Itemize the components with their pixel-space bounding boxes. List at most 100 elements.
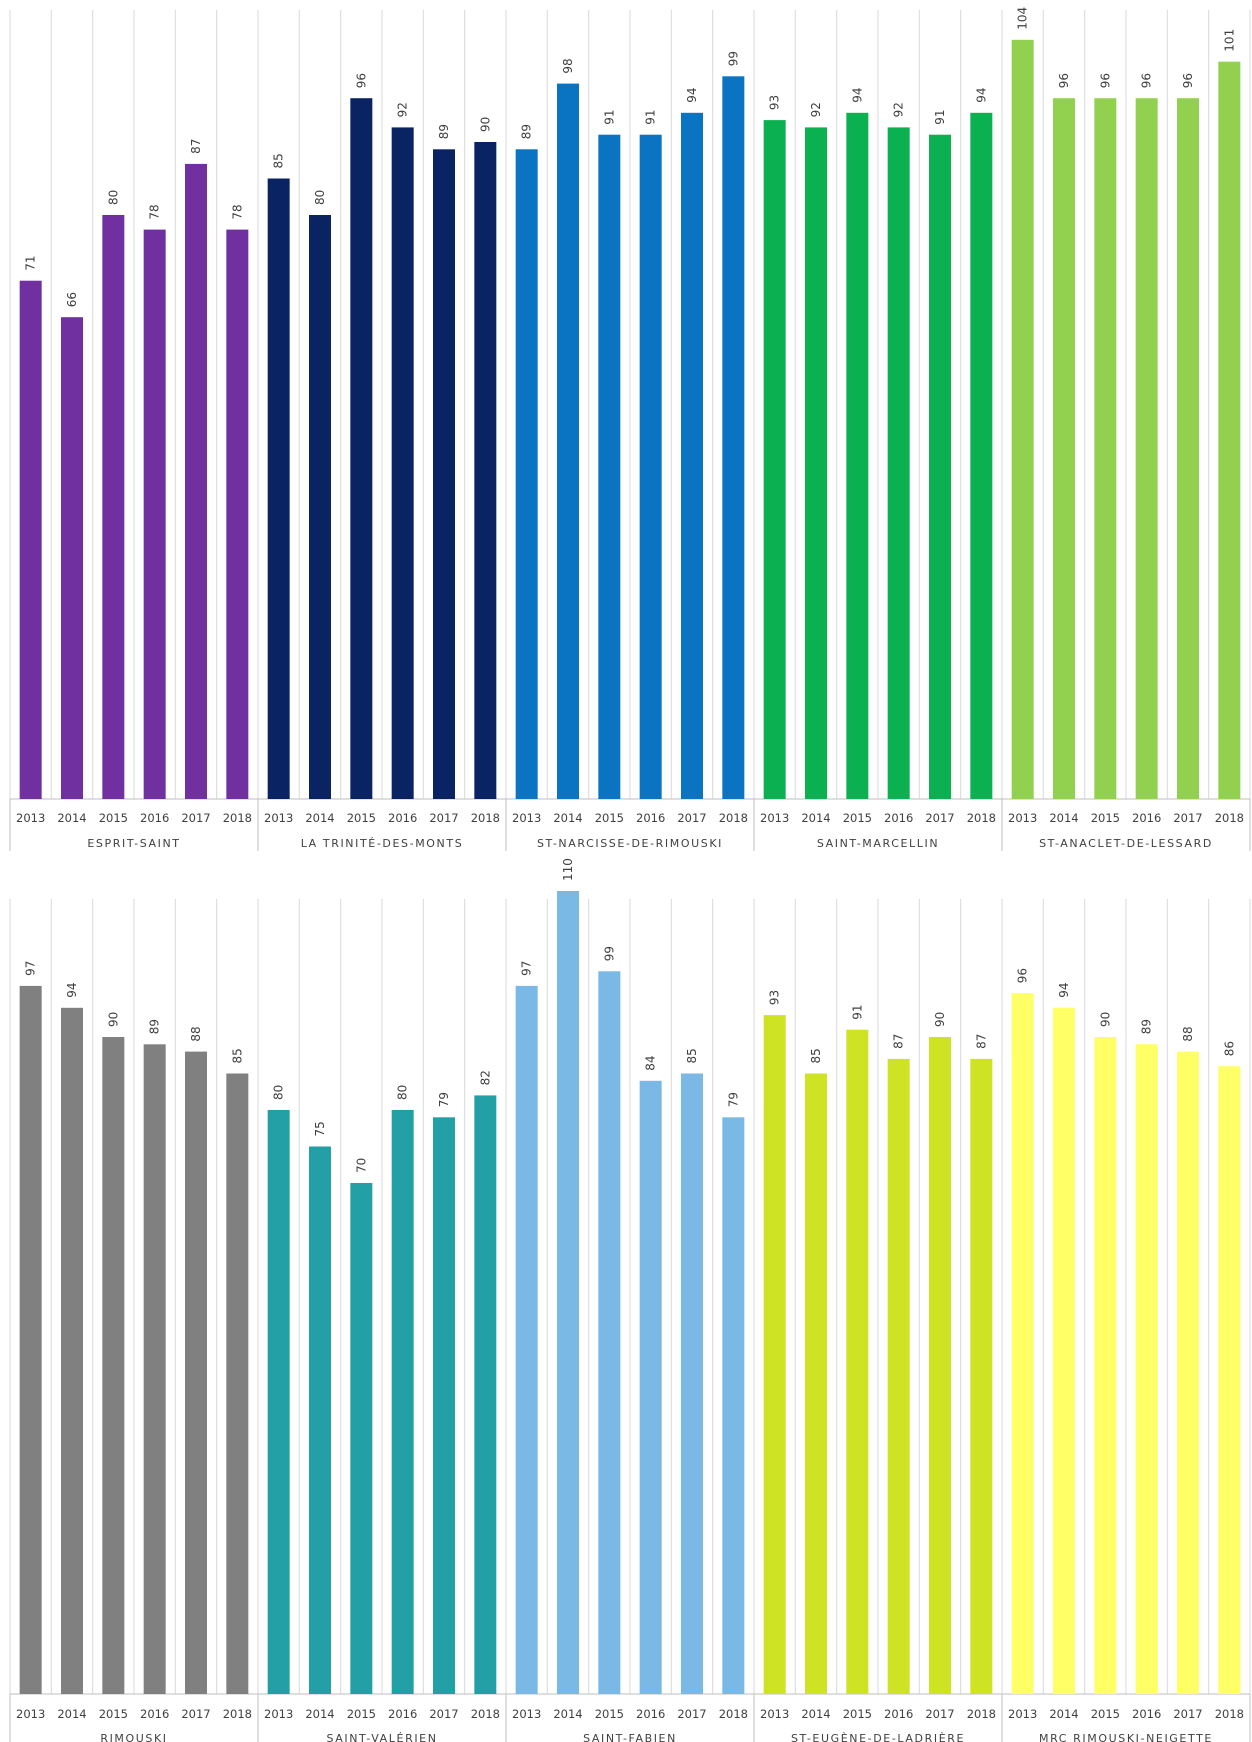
bar [185, 1052, 207, 1694]
x-tick-label: 2018 [1215, 811, 1244, 825]
bar [1053, 1008, 1075, 1694]
bar [20, 986, 42, 1694]
bar [722, 76, 744, 799]
x-tick-label: 2014 [801, 1707, 830, 1721]
bar [144, 1044, 166, 1694]
bar [764, 120, 786, 799]
bar [1136, 1044, 1158, 1694]
data-label: 89 [148, 1019, 162, 1034]
data-label: 79 [726, 1092, 740, 1107]
x-tick-label: 2014 [305, 1707, 334, 1721]
x-tick-label: 2014 [1049, 1707, 1078, 1721]
bar [350, 98, 372, 799]
data-label: 96 [1140, 73, 1154, 88]
bar [61, 317, 83, 799]
bar [1012, 993, 1034, 1694]
x-tick-label: 2016 [884, 811, 913, 825]
bar [392, 127, 414, 799]
data-label: 90 [933, 1012, 947, 1027]
x-tick-label: 2018 [471, 1707, 500, 1721]
data-label: 85 [230, 1048, 244, 1063]
x-tick-label: 2015 [1091, 1707, 1120, 1721]
data-label: 66 [65, 292, 79, 307]
x-tick-label: 2015 [595, 1707, 624, 1721]
x-tick-label: 2017 [429, 811, 458, 825]
x-tick-label: 2017 [1173, 1707, 1202, 1721]
bar [433, 149, 455, 799]
x-tick-label: 2015 [347, 811, 376, 825]
group-label: ST-ANACLET-DE-LESSARD [1039, 837, 1213, 850]
group-label: RIMOUSKI [100, 1732, 167, 1742]
x-tick-label: 2016 [140, 811, 169, 825]
group-label: SAINT-VALÉRIEN [326, 1732, 437, 1742]
group-label: ST-EUGÈNE-DE-LADRIÈRE [791, 1732, 965, 1742]
bar [1177, 1052, 1199, 1694]
bar [1136, 98, 1158, 799]
x-tick-label: 2017 [429, 1707, 458, 1721]
bar [681, 1074, 703, 1695]
data-label: 87 [189, 139, 203, 154]
x-tick-label: 2016 [1132, 1707, 1161, 1721]
x-tick-label: 2013 [512, 811, 541, 825]
group-label: MRC RIMOUSKI-NEIGETTE [1039, 1732, 1213, 1742]
x-tick-label: 2015 [1091, 811, 1120, 825]
x-tick-label: 2014 [57, 811, 86, 825]
x-tick-label: 2017 [677, 811, 706, 825]
data-label: 101 [1222, 29, 1236, 52]
data-label: 94 [850, 88, 864, 103]
data-label: 93 [768, 990, 782, 1005]
bar [640, 135, 662, 799]
x-tick-label: 2018 [471, 811, 500, 825]
x-tick-label: 2013 [264, 1707, 293, 1721]
data-label: 75 [313, 1121, 327, 1136]
bar [474, 142, 496, 799]
bar [846, 113, 868, 799]
data-label: 84 [644, 1056, 658, 1071]
bar [392, 1110, 414, 1694]
x-tick-label: 2016 [884, 1707, 913, 1721]
data-label: 85 [809, 1048, 823, 1063]
x-tick-label: 2014 [553, 811, 582, 825]
data-label: 82 [478, 1070, 492, 1085]
bar [268, 1110, 290, 1694]
x-tick-label: 2018 [223, 811, 252, 825]
x-tick-label: 2016 [388, 1707, 417, 1721]
x-tick-label: 2017 [1173, 811, 1202, 825]
data-label: 91 [933, 109, 947, 124]
data-label: 78 [148, 204, 162, 219]
bar [144, 230, 166, 799]
data-label: 71 [24, 255, 38, 270]
data-label: 85 [685, 1048, 699, 1063]
bar [268, 179, 290, 800]
data-label: 80 [106, 190, 120, 205]
bar [309, 215, 331, 799]
bar [1053, 98, 1075, 799]
bar [722, 1117, 744, 1694]
group-label: LA TRINITÉ-DES-MONTS [301, 837, 464, 850]
data-label: 96 [1016, 968, 1030, 983]
x-tick-label: 2015 [99, 811, 128, 825]
x-tick-label: 2017 [925, 1707, 954, 1721]
data-label: 94 [65, 983, 79, 998]
data-label: 96 [1057, 73, 1071, 88]
data-label: 70 [354, 1158, 368, 1173]
bar [970, 113, 992, 799]
x-tick-label: 2014 [553, 1707, 582, 1721]
data-label: 92 [396, 102, 410, 117]
data-label: 110 [561, 858, 575, 881]
bar [764, 1015, 786, 1694]
x-tick-label: 2014 [801, 811, 830, 825]
x-tick-label: 2017 [181, 811, 210, 825]
bar [805, 1074, 827, 1695]
group-label: SAINT-FABIEN [583, 1732, 677, 1742]
x-tick-label: 2013 [760, 811, 789, 825]
bar [888, 127, 910, 799]
data-label: 87 [892, 1034, 906, 1049]
data-label: 85 [272, 153, 286, 168]
bar [1218, 1066, 1240, 1694]
bar [805, 127, 827, 799]
x-tick-label: 2016 [388, 811, 417, 825]
x-tick-label: 2018 [719, 1707, 748, 1721]
x-tick-label: 2013 [760, 1707, 789, 1721]
x-tick-label: 2015 [99, 1707, 128, 1721]
